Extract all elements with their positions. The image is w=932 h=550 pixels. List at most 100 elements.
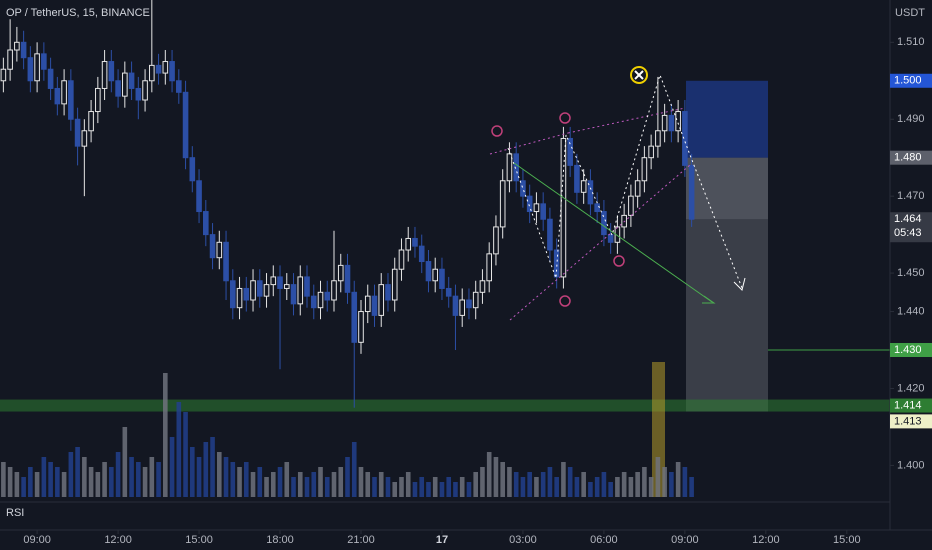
- x-tick-label: 21:00: [347, 534, 375, 546]
- volume-bar: [588, 482, 593, 497]
- candle-body: [655, 130, 661, 147]
- drawings-back: [0, 80, 890, 497]
- volume-bar: [102, 462, 107, 497]
- candle-body: [560, 137, 567, 278]
- candle-body: [263, 284, 270, 297]
- candle-body: [176, 80, 182, 93]
- x-tick-label: 09:00: [671, 534, 699, 546]
- candle-body: [391, 268, 398, 301]
- price-label-box: [890, 212, 932, 243]
- candle-body: [472, 291, 479, 309]
- support-zone: [0, 399, 890, 412]
- price-label: 1.464: [894, 213, 922, 225]
- candle-body: [432, 268, 439, 282]
- volume-bar: [581, 472, 586, 497]
- candle-body: [270, 276, 277, 286]
- x-tick-label: 09:00: [23, 534, 51, 546]
- candle-body: [41, 53, 47, 70]
- candle-body: [14, 41, 20, 51]
- price-label-box: [890, 398, 932, 413]
- candle-body: [142, 80, 148, 101]
- volume-bar: [68, 452, 74, 497]
- candle-body: [526, 195, 533, 213]
- price-label: 1.480: [894, 152, 922, 164]
- volume-bar: [55, 467, 60, 497]
- volume-bar: [109, 467, 114, 497]
- volume-bar: [399, 477, 404, 497]
- candle-body: [351, 291, 358, 343]
- candle-body: [162, 61, 169, 74]
- x-tick-label: 12:00: [104, 534, 132, 546]
- volume-bar: [183, 412, 188, 497]
- candle-body: [634, 180, 641, 197]
- volume-pane: [1, 373, 694, 497]
- volume-bar: [284, 462, 290, 497]
- candle-body: [101, 61, 108, 89]
- candle-body: [648, 145, 654, 159]
- volume-bar: [250, 472, 256, 497]
- candle-body: [607, 234, 614, 243]
- point-marker: [559, 295, 571, 307]
- candle-body: [385, 284, 391, 301]
- candle-body: [290, 284, 297, 305]
- volume-bar: [426, 482, 431, 497]
- volume-bar: [642, 467, 647, 497]
- candle-body: [202, 211, 209, 236]
- volume-bar: [486, 452, 492, 497]
- risk-zone: [686, 219, 768, 412]
- x-icon: [634, 70, 644, 80]
- candle-body: [425, 261, 432, 282]
- candle-body: [324, 291, 331, 301]
- volume-bar: [163, 373, 168, 497]
- volume-bar: [689, 477, 694, 497]
- point-marker: [613, 255, 625, 267]
- candle-body: [486, 253, 492, 282]
- candle-body: [95, 87, 101, 113]
- candle-body: [540, 203, 546, 220]
- candle-body: [405, 237, 412, 251]
- volume-bar: [122, 427, 128, 497]
- candle-body: [223, 241, 229, 282]
- candle-body: [364, 295, 371, 313]
- target-zone: [686, 80, 768, 158]
- candle-body: [47, 68, 54, 89]
- volume-bar: [142, 467, 148, 497]
- volume-bar: [493, 457, 499, 497]
- volume-bar: [547, 467, 553, 497]
- volume-bar: [41, 457, 47, 497]
- volume-bar: [466, 482, 472, 497]
- x-tick-label: 12:00: [752, 534, 780, 546]
- volume-bar: [21, 477, 26, 497]
- y-tick-label: 1.440: [897, 305, 925, 317]
- volume-bar: [216, 452, 222, 497]
- price-label: 1.414: [894, 399, 922, 411]
- price-label: 1.413: [894, 415, 922, 427]
- volume-bar: [297, 472, 303, 497]
- volume-bar: [439, 482, 445, 497]
- candle-body: [344, 264, 351, 293]
- candles: [0, 0, 695, 408]
- candle-body: [553, 249, 560, 278]
- volume-bar: [304, 477, 310, 497]
- candle-body: [418, 245, 425, 263]
- candle-body: [0, 68, 7, 82]
- x-tick-label: 15:00: [833, 534, 861, 546]
- volume-bar: [115, 452, 121, 497]
- volume-bar: [682, 467, 688, 497]
- candle-body: [61, 80, 67, 105]
- candle-body: [236, 287, 243, 309]
- candle-body: [641, 157, 648, 182]
- volume-bar: [196, 457, 202, 497]
- volume-bar: [419, 477, 425, 497]
- price-label-box: [890, 414, 932, 429]
- volume-bar: [149, 457, 155, 497]
- volume-bar: [257, 467, 263, 497]
- candle-body: [135, 87, 142, 101]
- volume-bar: [14, 472, 20, 497]
- candle-body: [20, 41, 27, 59]
- candle-body: [682, 111, 688, 166]
- candle-body: [27, 57, 34, 82]
- point-marker: [491, 125, 503, 137]
- countdown: 05:43: [894, 227, 922, 239]
